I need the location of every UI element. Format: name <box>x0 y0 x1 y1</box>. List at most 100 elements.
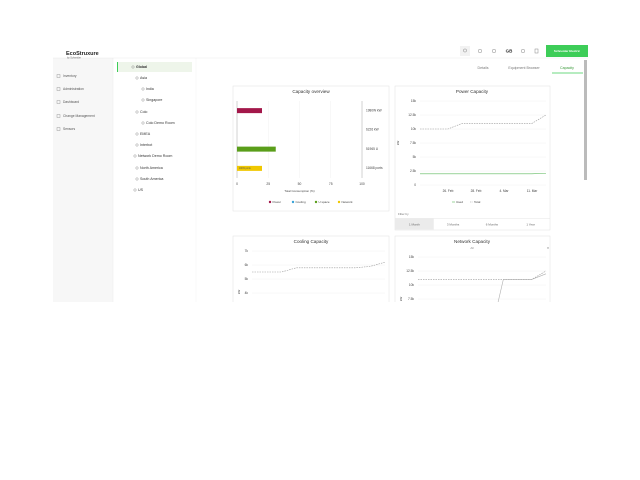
legend-label[interactable]: Cooling <box>296 200 307 204</box>
tree-icon <box>141 98 145 102</box>
nav: Inventory Administration Dashboard Chang… <box>56 74 95 131</box>
nav-icon <box>56 100 61 104</box>
total-label: 6226 kW <box>366 128 379 132</box>
panel-title: Capacity overview <box>292 89 330 94</box>
language[interactable]: GB <box>506 49 514 54</box>
tree-item[interactable]: North America <box>140 166 163 170</box>
y-tick-label: 6k <box>245 263 249 267</box>
nav-item[interactable]: Administration <box>63 87 84 91</box>
search-icon[interactable] <box>463 48 467 53</box>
legend-label[interactable]: Used <box>456 200 463 204</box>
x-tick-label: 50 <box>298 182 302 186</box>
charts: 0 25 50 75 100 Total Consumption (%) 1980W kW 6… <box>236 99 547 351</box>
tree-item[interactable]: South America <box>140 177 163 181</box>
tree-item[interactable]: US <box>138 188 144 192</box>
legend-label[interactable]: Total <box>474 200 481 204</box>
toolbar-icons[interactable] <box>460 46 539 56</box>
logo: EcoStruxure <box>66 51 99 57</box>
tree-item[interactable]: Colo <box>140 110 147 114</box>
tree-item[interactable]: India <box>146 87 154 91</box>
total-label: 11668 ports <box>366 166 383 170</box>
nav-icon <box>56 127 61 131</box>
filter-button[interactable]: 1 Month <box>409 222 420 226</box>
tab-active[interactable]: Capacity <box>560 66 574 70</box>
y-tick-label: 0 <box>246 347 248 351</box>
icon-bg <box>460 46 470 56</box>
brand-box <box>546 45 588 57</box>
tab[interactable]: Equipment Browser <box>508 66 540 70</box>
nav-item[interactable]: Sensors <box>63 127 75 131</box>
y-tick-label: 12.5k <box>408 113 416 117</box>
tree-icon <box>133 188 137 192</box>
settings-icon[interactable] <box>491 48 497 54</box>
tree-icon <box>135 110 139 114</box>
y-tick-label: 4k <box>245 291 249 295</box>
tree-item[interactable]: Interbot <box>140 143 152 147</box>
bar-annotation: 100% ports <box>239 167 251 170</box>
legend-label[interactable]: U space <box>319 200 330 204</box>
legend-label[interactable]: Network <box>342 200 354 204</box>
filter-label: Filter by <box>398 212 409 216</box>
tree-icon <box>133 154 137 158</box>
filter-button[interactable]: 3 Months <box>447 222 460 226</box>
y-tick-label: 7.5k <box>408 297 414 301</box>
legend-swatch[interactable] <box>337 200 341 204</box>
tree-item[interactable]: Colo Demo Room <box>146 121 175 125</box>
tree-selected-bar <box>117 62 118 72</box>
y-tick-label: 1k <box>245 333 249 337</box>
total-label: 51965 U <box>366 147 379 151</box>
filter-button[interactable]: 1 Year <box>526 222 535 226</box>
total-label: 1980W kW <box>366 108 382 112</box>
tree-item[interactable]: EMEA <box>140 132 151 136</box>
tree-icon <box>135 132 139 136</box>
tree-icon <box>135 76 139 80</box>
x-axis-label: Total Consumption (%) <box>284 189 314 193</box>
logout-icon[interactable] <box>534 48 539 54</box>
line-series <box>418 270 547 280</box>
y-tick-label: 2.5k <box>410 169 416 173</box>
scrollbar[interactable] <box>584 60 587 180</box>
y-tick-label: 5k <box>245 277 249 281</box>
scroll-arrow[interactable]: ▾ <box>547 246 549 250</box>
legend-swatch[interactable] <box>314 200 318 204</box>
tree: Global Asia India Singapore Colo Colo Demo Ro… <box>131 65 175 192</box>
legend-swatch[interactable] <box>268 200 272 204</box>
y-tick-label: 15k <box>411 99 417 103</box>
y-tick-label: 15k <box>409 255 415 259</box>
tree-item[interactable]: Global <box>136 65 147 69</box>
x-tick-label: 26. Feb <box>443 189 454 193</box>
bar <box>237 108 262 114</box>
tree-icon <box>141 121 145 125</box>
filter-button[interactable]: 6 Months <box>486 222 499 226</box>
panel <box>394 235 551 302</box>
y-tick-label: 0 <box>412 339 414 343</box>
logo-sub: by Schneider <box>67 57 81 60</box>
tree-item[interactable]: Singapore <box>146 98 162 102</box>
nav-icon <box>56 114 61 118</box>
tree-icon <box>135 143 139 147</box>
legend-swatch[interactable] <box>291 200 295 204</box>
nav-icon <box>56 87 61 91</box>
bar <box>237 146 276 152</box>
tree-icon <box>131 65 135 69</box>
nav-item[interactable]: Inventory <box>63 74 77 78</box>
user-icon[interactable] <box>477 48 483 54</box>
x-tick-label: 11. Mar <box>527 189 539 193</box>
panel-subtitle: All <box>470 246 474 250</box>
tab[interactable]: Details <box>478 66 489 70</box>
help-icon[interactable] <box>520 48 526 54</box>
tree-icon <box>135 177 139 181</box>
legend-label[interactable]: Power <box>273 200 282 204</box>
tree-item[interactable]: Asia <box>140 76 147 80</box>
y-tick-label: 7.5k <box>410 141 416 145</box>
panel-title: Network Capacity <box>454 239 491 244</box>
y-tick-label: 12.5k <box>406 269 414 273</box>
nav-item[interactable]: Dashboard <box>63 100 79 104</box>
tree-item[interactable]: Network Demo Room <box>138 154 172 158</box>
panel <box>232 235 390 302</box>
nav-item[interactable]: Change Management <box>63 114 95 118</box>
panel-title: Cooling Capacity <box>294 239 329 244</box>
y-tick-label: 5k <box>411 311 415 315</box>
